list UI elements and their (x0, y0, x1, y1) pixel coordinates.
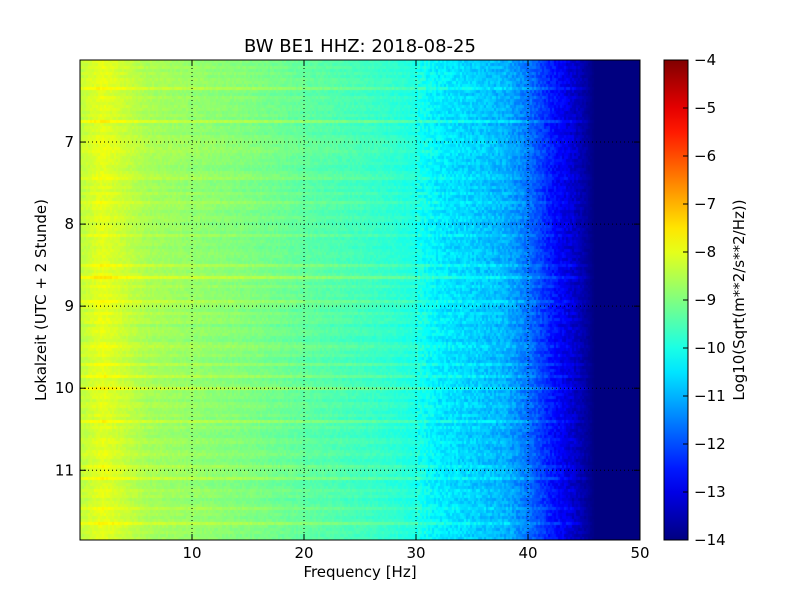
colorbar-ticks: −4 −5 −6 −7 −8 −9 −10 −11 −12 −13 −14 (683, 51, 726, 549)
x-axis-ticks: 10 20 30 40 50 (182, 60, 650, 562)
x-tick-label: 40 (518, 544, 537, 562)
colorbar-tick-label: −13 (694, 483, 726, 501)
x-tick-label: 30 (406, 544, 425, 562)
colorbar-tick-label: −12 (694, 435, 726, 453)
plot-frame (79, 59, 641, 541)
colorbar-tick-label: −6 (694, 147, 716, 165)
y-tick-label: 7 (64, 133, 74, 151)
y-tick-label: 10 (55, 379, 74, 397)
chart-title: BW BE1 HHZ: 2018-08-25 (244, 36, 476, 57)
x-tick-label: 10 (182, 544, 201, 562)
grid-lines (80, 60, 640, 540)
colorbar-tick-label: −10 (694, 339, 726, 357)
y-tick-label: 8 (64, 215, 74, 233)
colorbar-tick-label: −8 (694, 243, 716, 261)
y-axis-ticks: 7 8 9 10 11 (55, 133, 640, 479)
colorbar-label: Log10(Sqrt(m**2/s**2/Hz)) (730, 199, 748, 400)
colorbar-tick-label: −7 (694, 195, 716, 213)
x-tick-label: 20 (294, 544, 313, 562)
colorbar-tick-label: −14 (694, 531, 726, 549)
y-axis-label: Lokalzeit (UTC + 2 Stunde) (32, 199, 50, 401)
colorbar-tick-label: −4 (694, 51, 716, 69)
y-tick-label: 11 (55, 461, 74, 479)
colorbar-tick-label: −9 (694, 291, 716, 309)
x-tick-label: 50 (630, 544, 649, 562)
x-axis-label: Frequency [Hz] (303, 563, 416, 581)
colorbar-tick-label: −5 (694, 99, 716, 117)
colorbar-tick-label: −11 (694, 387, 726, 405)
spectrogram-heatmap (80, 60, 640, 540)
y-tick-label: 9 (64, 297, 74, 315)
